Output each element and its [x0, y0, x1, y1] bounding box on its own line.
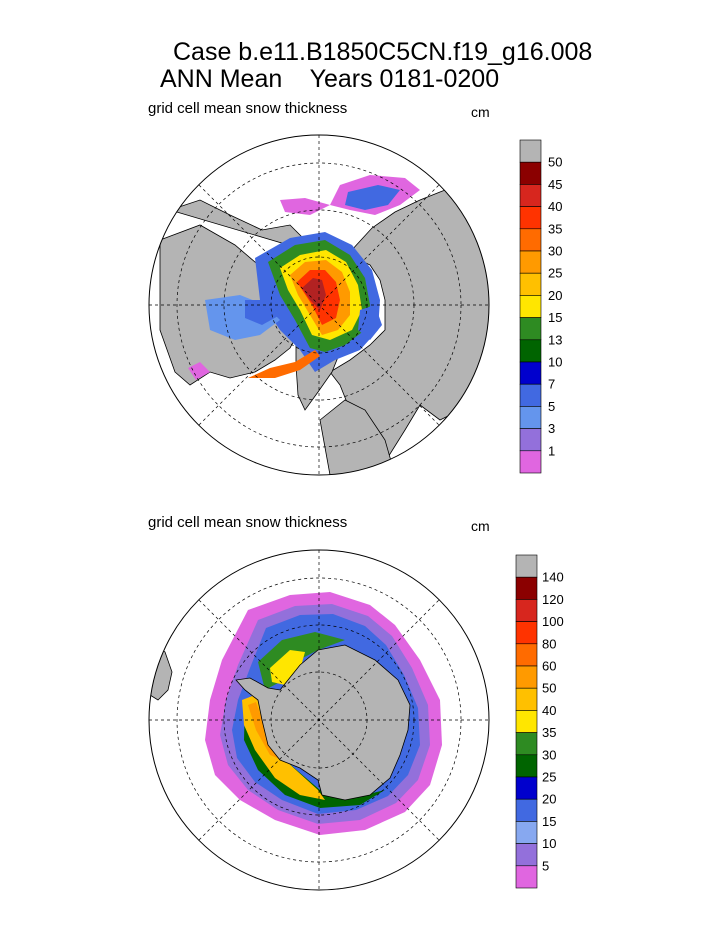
antarctic-colorbar-swatch: [515, 621, 538, 645]
arctic-colorbar-tick-label: 35: [548, 221, 562, 236]
arctic-map: [148, 134, 490, 476]
arctic-colorbar-swatch: [519, 450, 542, 474]
antarctic-colorbar-tick-label: 20: [542, 792, 556, 807]
arctic-colorbar-swatch: [519, 250, 542, 274]
arctic-colorbar-swatch: [519, 161, 542, 185]
antarctic-colorbar-swatch: [515, 732, 538, 756]
arctic-colorbar-swatch: [519, 184, 542, 207]
arctic-colorbar-tick-label: 10: [548, 355, 562, 370]
arctic-colorbar-swatch: [519, 317, 542, 341]
antarctic-colorbar-tick-label: 140: [542, 570, 564, 585]
antarctic-colorbar-swatch: [515, 576, 538, 600]
arctic-colorbar-tick-label: 30: [548, 244, 562, 259]
arctic-colorbar-swatch: [519, 206, 542, 230]
antarctic-colorbar-swatch: [515, 843, 538, 867]
arctic-colorbar-tick-label: 45: [548, 177, 562, 192]
arctic-colorbar-swatch: [519, 406, 542, 429]
antarctic-colorbar-swatch: [515, 865, 538, 889]
arctic-colorbar-swatch: [519, 383, 542, 407]
arctic-colorbar-swatch: [519, 295, 542, 318]
antarctic-colorbar-swatch: [515, 776, 538, 800]
antarctic-colorbar-tick-label: 120: [542, 592, 564, 607]
arctic-snow-field: [188, 175, 420, 380]
antarctic-colorbar-swatch: [515, 554, 538, 578]
antarctic-colorbar-tick-label: 5: [542, 858, 549, 873]
antarctic-colorbar-tick-label: 25: [542, 770, 556, 785]
arctic-colorbar-tick-label: 15: [548, 310, 562, 325]
arctic-colorbar-tick-label: 13: [548, 332, 562, 347]
arctic-colorbar-swatch: [519, 428, 542, 452]
arctic-colorbar-swatch: [519, 139, 542, 163]
antarctic-graticule: [149, 550, 489, 890]
arctic-colorbar-tick-label: 50: [548, 155, 562, 170]
antarctica-landmass: [235, 644, 411, 801]
antarctic-colorbar-swatch: [515, 754, 538, 778]
antarctic-units-label: cm: [471, 518, 490, 534]
arctic-variable-label: grid cell mean snow thickness: [148, 100, 348, 117]
antarctic-colorbar-tick-label: 10: [542, 836, 556, 851]
arctic-colorbar-swatch: [519, 228, 542, 252]
europe-landmass: [319, 399, 396, 475]
arctic-colorbar-swatch: [519, 339, 542, 363]
arctic-graticule: [149, 135, 489, 475]
arctic-colorbar-swatch: [519, 272, 542, 296]
antarctic-colorbar-tick-label: 35: [542, 725, 556, 740]
arctic-colorbar-tick-label: 3: [548, 421, 555, 436]
arctic-colorbar-tick-label: 7: [548, 377, 555, 392]
arctic-colorbar-tick-label: 5: [548, 399, 555, 414]
antarctic-colorbar-swatch: [515, 821, 538, 844]
antarctic-colorbar-swatch: [515, 599, 538, 622]
antarctic-colorbar-swatch: [515, 710, 538, 733]
antarctic-colorbar-tick-label: 50: [542, 681, 556, 696]
antarctic-colorbar-tick-label: 80: [542, 636, 556, 651]
antarctic-colorbar-tick-label: 40: [542, 703, 556, 718]
antarctic-colorbar-tick-label: 100: [542, 614, 564, 629]
antarctic-colorbar-tick-label: 60: [542, 659, 556, 674]
arctic-colorbar-tick-label: 1: [548, 443, 555, 458]
arctic-colorbar-tick-label: 40: [548, 199, 562, 214]
antarctic-colorbar: 140 120 100 80 60 50 40 35 30 25 20 15 10 5: [515, 554, 564, 889]
antarctic-colorbar-swatch: [515, 687, 538, 711]
antarctic-map: [148, 549, 490, 891]
arctic-colorbar-swatch: [519, 361, 542, 385]
antarctic-colorbar-swatch: [515, 798, 538, 822]
antarctic-variable-label: grid cell mean snow thickness: [148, 514, 348, 531]
antarctic-colorbar-tick-label: 15: [542, 814, 556, 829]
arctic-colorbar: 50 45 40 35 30 25 20 15 13 10 7 5 3 1: [519, 139, 562, 474]
arctic-units-label: cm: [471, 104, 490, 120]
arctic-colorbar-tick-label: 25: [548, 266, 562, 281]
plot-title-line2: ANN Mean Years 0181-0200: [160, 65, 500, 93]
antarctic-colorbar-tick-label: 30: [542, 747, 556, 762]
arctic-colorbar-tick-label: 20: [548, 288, 562, 303]
plot-title-line1: Case b.e11.B1850C5CN.f19_g16.008: [173, 38, 593, 66]
antarctic-colorbar-swatch: [515, 665, 538, 689]
antarctic-colorbar-swatch: [515, 643, 538, 667]
